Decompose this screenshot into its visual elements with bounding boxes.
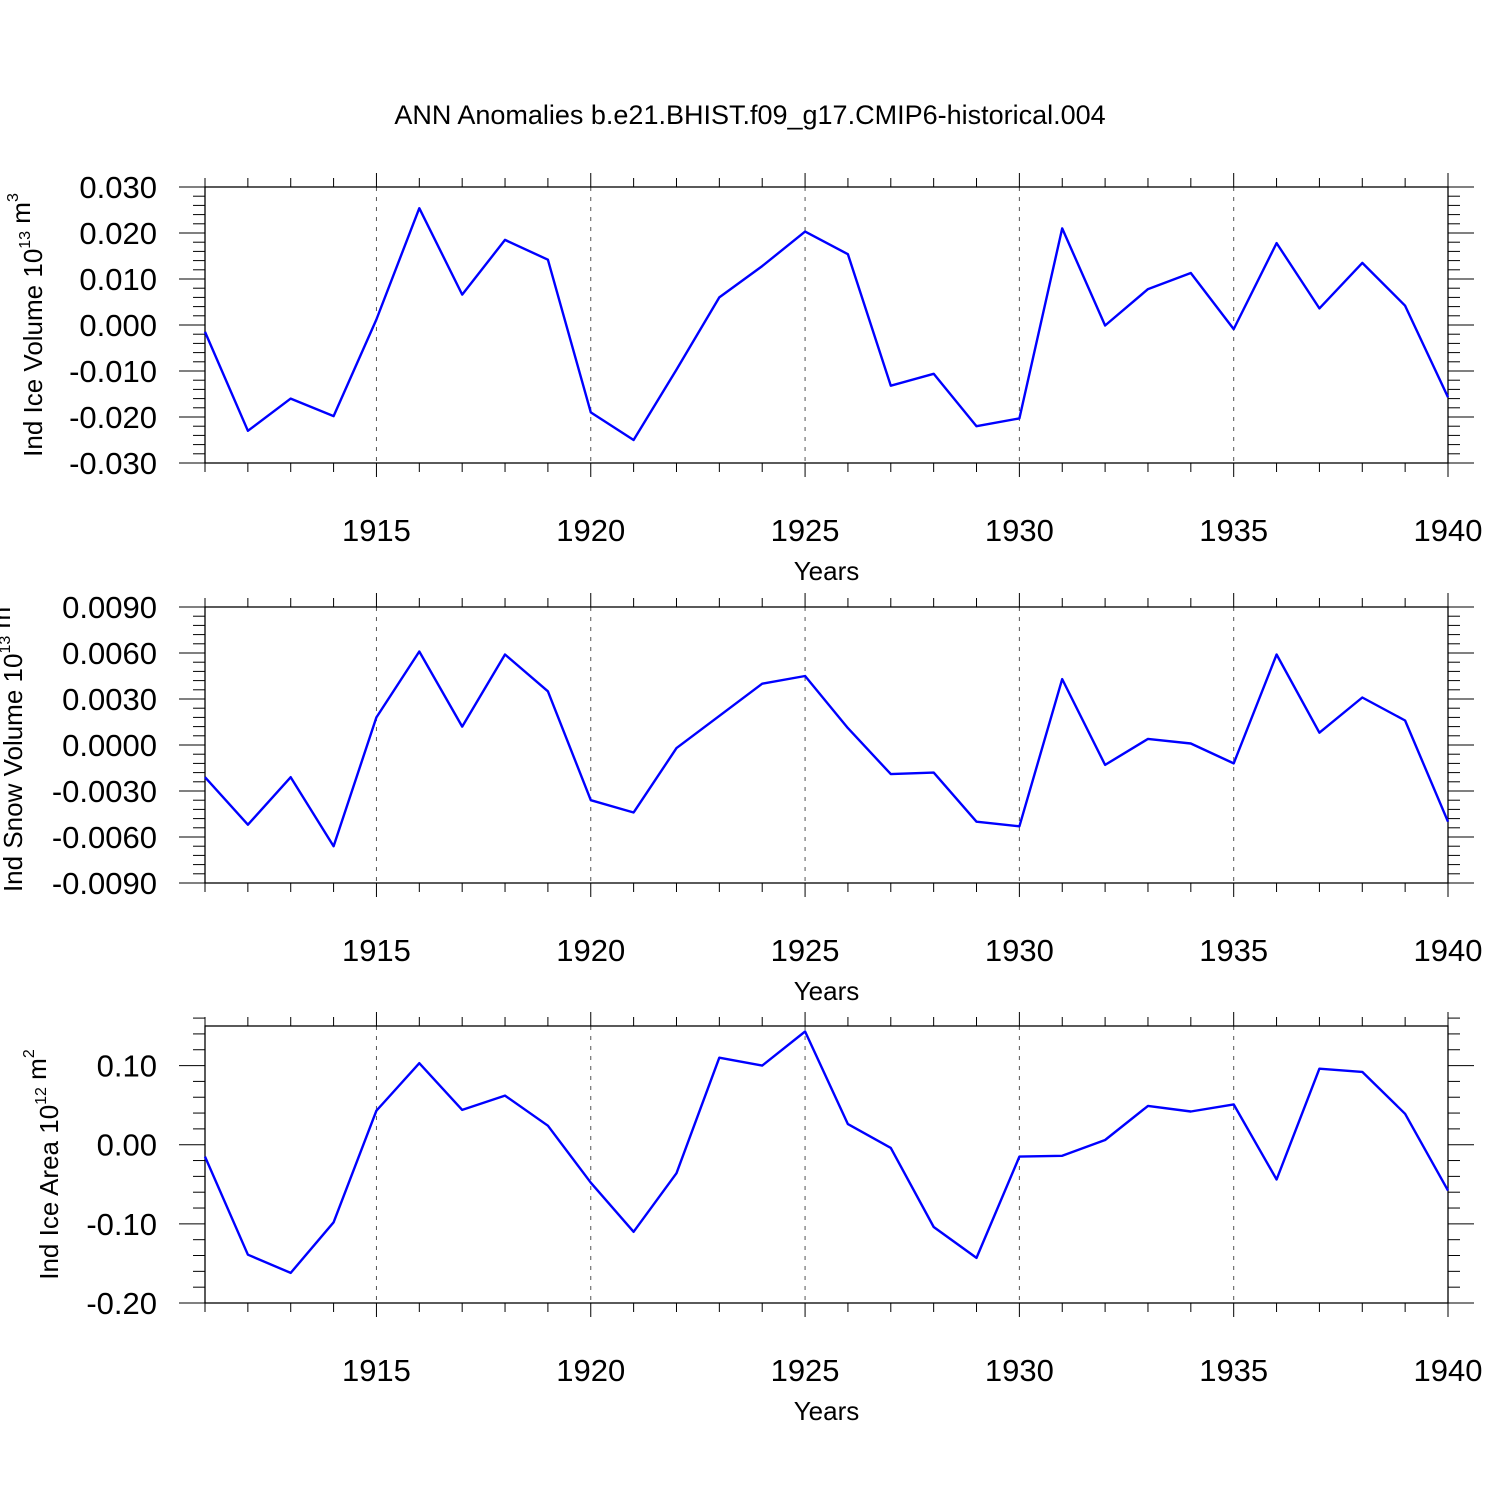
figure-title: ANN Anomalies b.e21.BHIST.f09_g17.CMIP6-… xyxy=(394,100,1105,130)
y-axis-label-superscript: 12 xyxy=(33,1087,50,1105)
x-tick-label: 1915 xyxy=(342,933,411,968)
x-tick-label: 1920 xyxy=(556,933,625,968)
y-tick-label: 0.000 xyxy=(79,308,157,343)
y-tick-label: 0.030 xyxy=(79,170,157,205)
x-axis-label: Years xyxy=(794,976,860,1006)
y-tick-label: -0.20 xyxy=(86,1286,157,1321)
y-tick-label: -0.0030 xyxy=(52,774,157,809)
x-axis-label: Years xyxy=(794,556,860,586)
y-axis-label: Ind Snow Volume 1013 m3 xyxy=(0,598,28,892)
series-line xyxy=(203,1030,1450,1275)
y-tick-label: 0.0000 xyxy=(62,728,157,763)
panels: -0.030 -0.020 -0.010 0.000 0.010 0.020 0.030 19… xyxy=(0,170,1482,1426)
x-tick-label: 1940 xyxy=(1414,513,1483,548)
panel-3: -0.20 -0.10 0.00 0.10 1915 1920 1925 1930 1935 19… xyxy=(21,1012,1482,1426)
y-tick-label: -0.010 xyxy=(69,354,157,389)
y-axis-label: Ind Ice Volume 1013 m3 xyxy=(5,193,48,457)
y-tick-label: -0.030 xyxy=(69,446,157,481)
x-tick-label: 1940 xyxy=(1414,933,1483,968)
x-tick-label: 1925 xyxy=(771,1353,840,1388)
y-tick-label: -0.10 xyxy=(86,1207,157,1242)
plot-frame xyxy=(204,1025,1449,1304)
y-axis-label-part: Ind Ice Area 10 xyxy=(34,1105,64,1280)
plot-frame xyxy=(204,186,1449,464)
panel-1: -0.030 -0.020 -0.010 0.000 0.010 0.020 0.030 19… xyxy=(5,170,1482,586)
x-tick-label: 1925 xyxy=(771,933,840,968)
y-axis-label-superscript: 3 xyxy=(0,598,2,607)
x-tick-label: 1930 xyxy=(985,513,1054,548)
y-axis-label: Ind Ice Area 1012 m2 xyxy=(21,1049,64,1280)
series-line xyxy=(204,650,1450,848)
x-tick-label: 1915 xyxy=(342,1353,411,1388)
y-tick-label: 0.0090 xyxy=(62,590,157,625)
y-axis-label-superscript: 3 xyxy=(5,193,22,202)
x-tick-label: 1925 xyxy=(771,513,840,548)
y-tick-label: -0.0090 xyxy=(52,866,157,901)
x-tick-label: 1930 xyxy=(985,1353,1054,1388)
y-axis-label-superscript: 2 xyxy=(21,1049,38,1058)
y-axis-label-part: Ind Snow Volume 10 xyxy=(0,654,28,893)
panel-2: -0.0090 -0.0060 -0.0030 0.0000 0.0030 0.0060 0… xyxy=(0,590,1482,1006)
y-tick-label: 0.0030 xyxy=(62,682,157,717)
x-tick-label: 1935 xyxy=(1199,933,1268,968)
x-tick-label: 1935 xyxy=(1199,1353,1268,1388)
series-line xyxy=(203,206,1450,442)
y-tick-label: -0.0060 xyxy=(52,820,157,855)
y-tick-label: 0.00 xyxy=(97,1128,157,1163)
plot-frame xyxy=(204,606,1449,884)
x-axis-label: Years xyxy=(794,1396,860,1426)
x-tick-label: 1930 xyxy=(985,933,1054,968)
y-tick-label: 0.010 xyxy=(79,262,157,297)
y-tick-label: 0.10 xyxy=(97,1049,157,1084)
x-tick-label: 1920 xyxy=(556,513,625,548)
y-axis-label-part: m xyxy=(6,202,36,231)
y-axis-label-part: m xyxy=(0,607,16,636)
x-tick-label: 1940 xyxy=(1414,1353,1483,1388)
y-axis-label-part: m xyxy=(22,1058,52,1087)
x-tick-label: 1915 xyxy=(342,513,411,548)
y-tick-label: 0.020 xyxy=(79,216,157,251)
y-tick-label: -0.020 xyxy=(69,400,157,435)
y-axis-label-superscript: 13 xyxy=(17,231,34,249)
x-tick-label: 1935 xyxy=(1199,513,1268,548)
y-axis-label-part: Ind Ice Volume 10 xyxy=(18,249,48,457)
y-tick-label: 0.0060 xyxy=(62,636,157,671)
x-tick-label: 1920 xyxy=(556,1353,625,1388)
y-axis-label-superscript: 13 xyxy=(0,636,14,654)
